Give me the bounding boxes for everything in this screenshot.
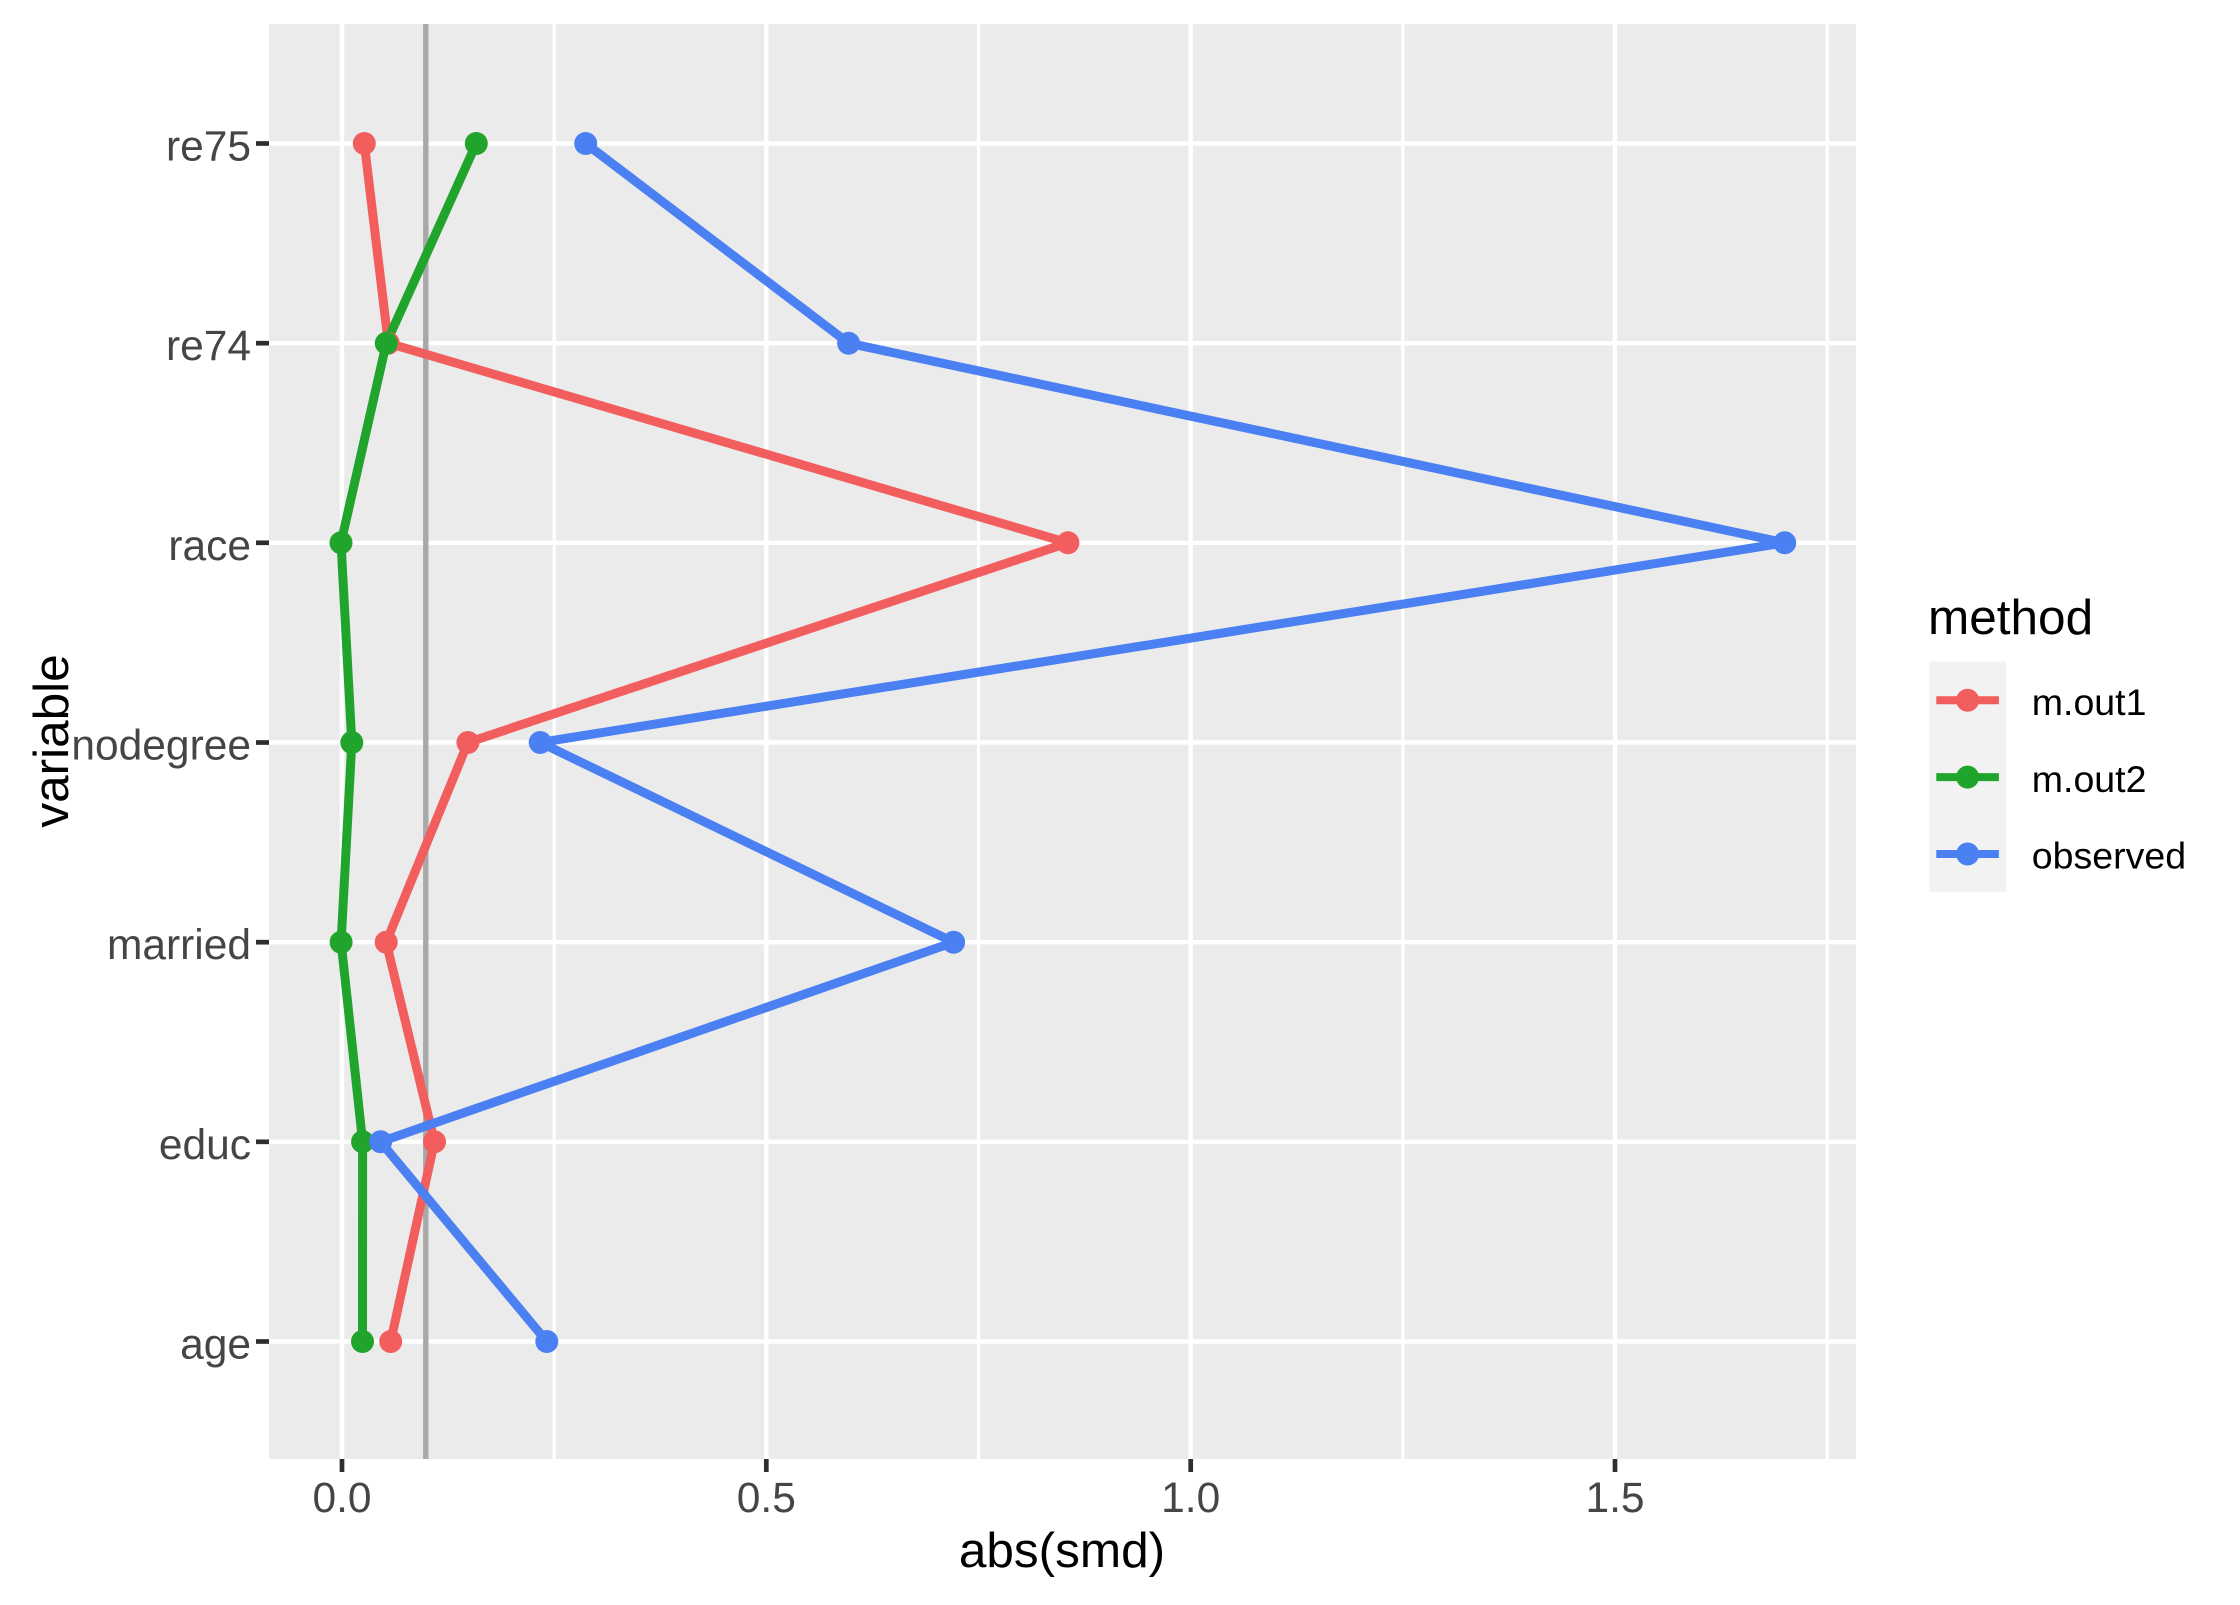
svg-text:0.0: 0.0 [312,1475,371,1522]
svg-text:m.out2: m.out2 [2032,758,2147,800]
svg-text:educ: educ [159,1122,251,1169]
svg-text:m.out1: m.out1 [2032,681,2147,723]
svg-text:nodegree: nodegree [71,723,251,770]
svg-text:abs(smd): abs(smd) [959,1523,1165,1578]
svg-text:race: race [168,523,251,570]
svg-text:1.5: 1.5 [1585,1475,1644,1522]
svg-text:re75: re75 [166,124,251,171]
svg-text:0.5: 0.5 [737,1475,796,1522]
svg-text:method: method [1928,590,2093,645]
svg-text:observed: observed [2032,835,2186,877]
svg-text:1.0: 1.0 [1161,1475,1220,1522]
svg-text:married: married [107,922,251,969]
svg-text:variable: variable [24,654,79,827]
svg-text:re74: re74 [166,323,251,370]
svg-text:age: age [180,1322,251,1369]
